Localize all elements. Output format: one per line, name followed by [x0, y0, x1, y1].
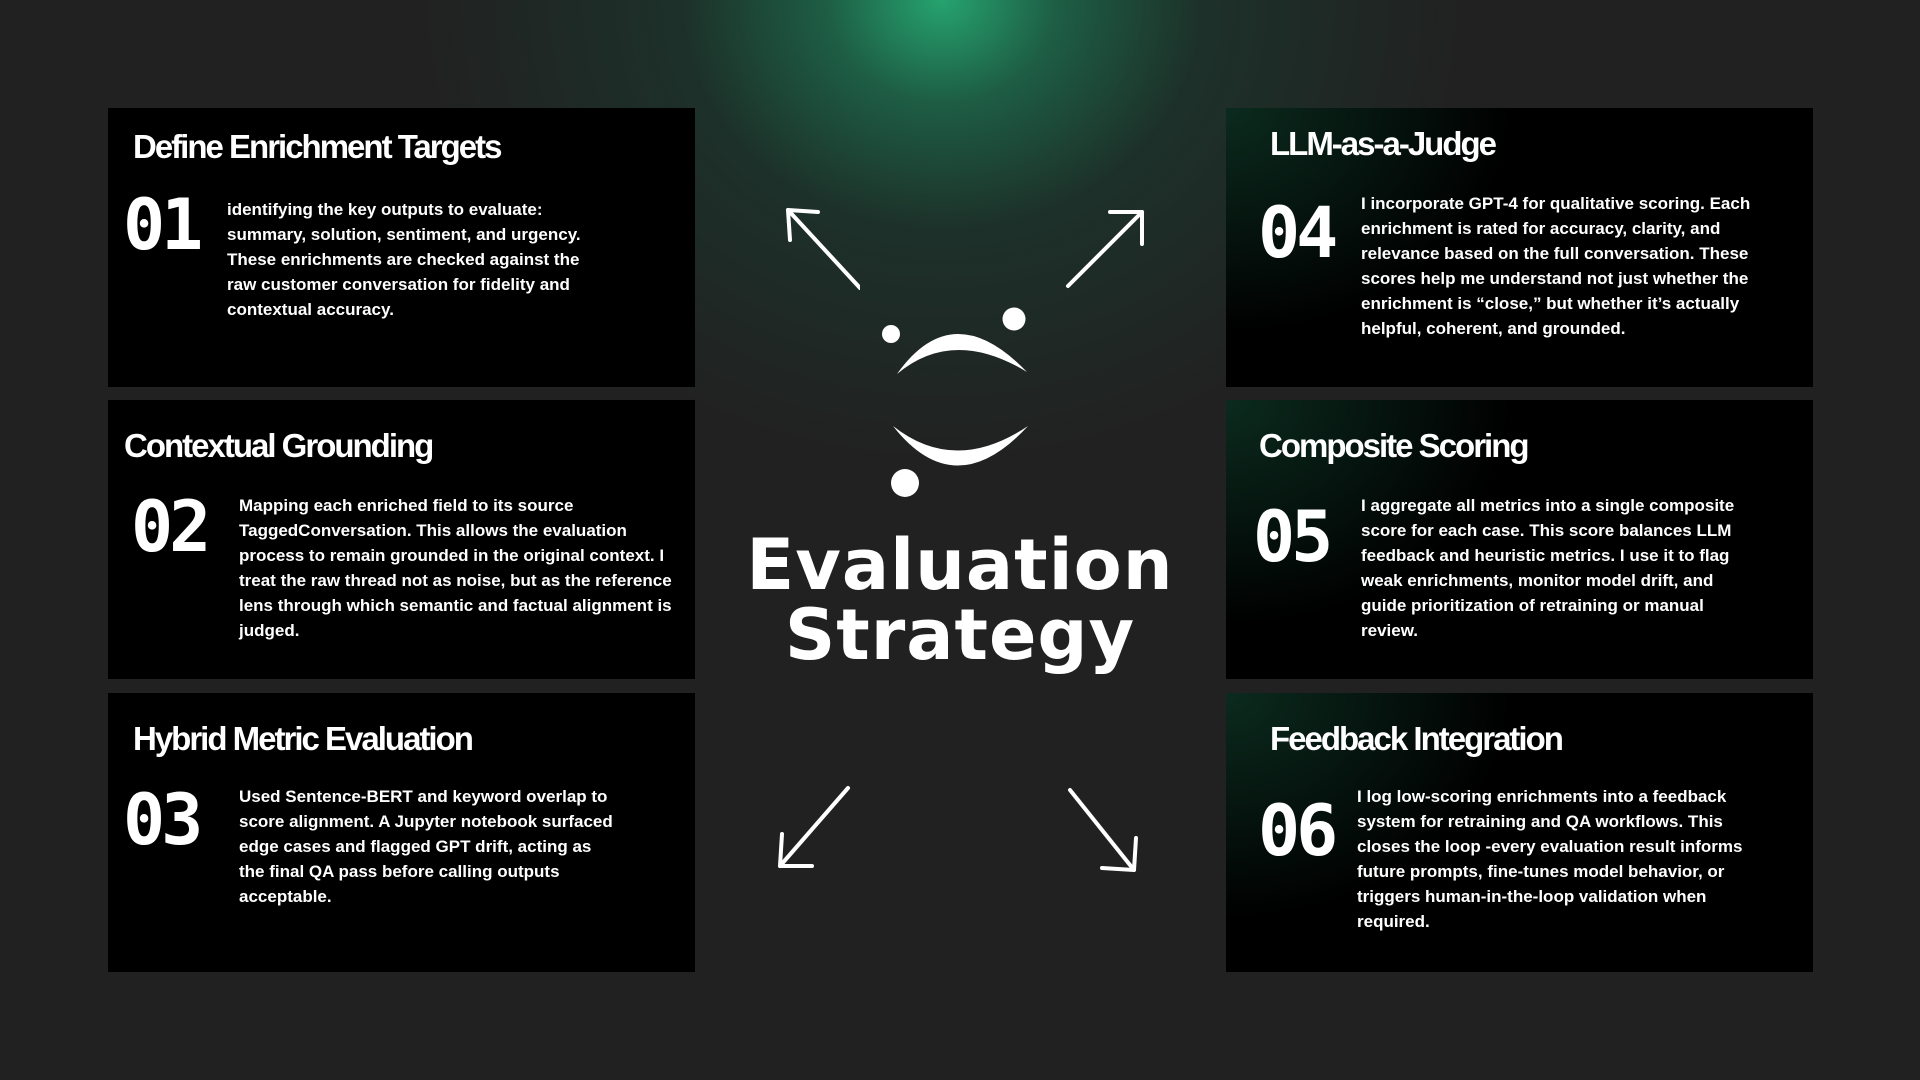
arrow-up-left-icon	[786, 208, 860, 290]
step-number: 02	[131, 486, 211, 568]
card-hybrid-metric-evaluation: Hybrid Metric Evaluation 03 Used Sentenc…	[108, 693, 695, 972]
card-description: I log low-scoring enrichments into a fee…	[1357, 787, 1743, 931]
card-description: Mapping each enriched field to its sourc…	[239, 496, 672, 640]
card-title: Feedback Integration	[1270, 720, 1564, 757]
card-title: Composite Scoring	[1259, 427, 1530, 464]
title-line-2: Strategy	[784, 594, 1136, 676]
smile-logo-icon	[882, 307, 1028, 497]
step-number: 04	[1258, 192, 1338, 274]
card-title: Contextual Grounding	[124, 427, 434, 464]
card-composite-scoring: Composite Scoring 05 I aggregate all met…	[1226, 400, 1813, 679]
step-number: 06	[1258, 790, 1338, 872]
step-number: 01	[123, 184, 203, 266]
card-title: Hybrid Metric Evaluation	[133, 720, 474, 757]
card-description: Used Sentence-BERT and keyword overlap t…	[239, 787, 613, 906]
card-feedback-integration: Feedback Integration 06 I log low-scorin…	[1226, 693, 1813, 972]
card-title: LLM-as-a-Judge	[1270, 125, 1497, 162]
page-title: Evaluation Strategy	[740, 530, 1180, 670]
card-title: Define Enrichment Targets	[133, 128, 502, 165]
card-description: identifying the key outputs to evaluate:…	[227, 200, 581, 319]
card-llm-as-a-judge: LLM-as-a-Judge 04 I incorporate GPT-4 fo…	[1226, 108, 1813, 387]
step-number: 03	[123, 779, 203, 861]
arrow-down-right-icon	[1068, 788, 1138, 872]
card-contextual-grounding: Contextual Grounding 02 Mapping each enr…	[108, 400, 695, 679]
arrow-up-right-icon	[1066, 210, 1144, 288]
title-line-1: Evaluation	[746, 524, 1174, 606]
card-description: I aggregate all metrics into a single co…	[1361, 496, 1735, 640]
card-define-enrichment-targets: Define Enrichment Targets 01 identifying…	[108, 108, 695, 387]
step-number: 05	[1253, 496, 1333, 578]
arrow-down-left-icon	[778, 786, 850, 868]
card-description: I incorporate GPT-4 for qualitative scor…	[1361, 194, 1751, 338]
